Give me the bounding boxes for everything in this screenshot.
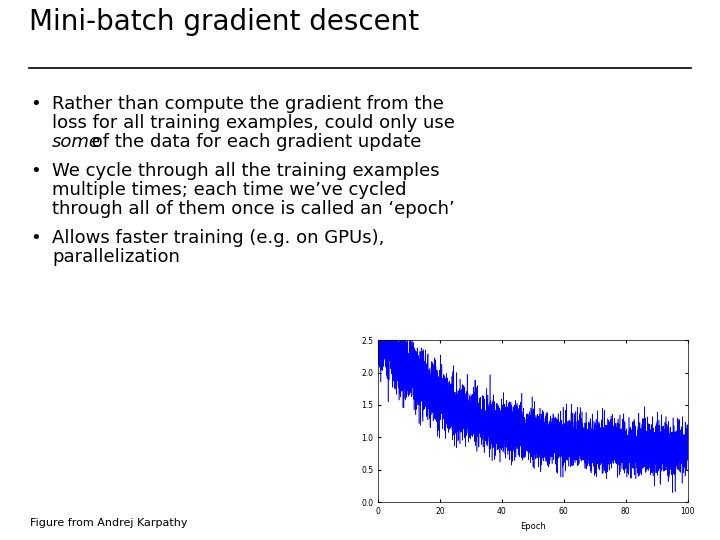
Text: •: •: [30, 95, 41, 113]
Text: of the data for each gradient update: of the data for each gradient update: [86, 133, 421, 151]
Text: multiple times; each time we’ve cycled: multiple times; each time we’ve cycled: [52, 181, 407, 199]
Text: parallelization: parallelization: [52, 248, 180, 266]
Text: Figure from Andrej Karpathy: Figure from Andrej Karpathy: [30, 518, 187, 528]
Text: We cycle through all the training examples: We cycle through all the training exampl…: [52, 162, 440, 180]
Text: through all of them once is called an ‘epoch’: through all of them once is called an ‘e…: [52, 200, 455, 218]
Text: •: •: [30, 162, 41, 180]
Text: Mini-batch gradient descent: Mini-batch gradient descent: [29, 8, 419, 36]
X-axis label: Epoch: Epoch: [520, 522, 546, 531]
Text: Rather than compute the gradient from the: Rather than compute the gradient from th…: [52, 95, 444, 113]
Text: loss for all training examples, could only use: loss for all training examples, could on…: [52, 114, 455, 132]
Text: some: some: [52, 133, 101, 151]
Text: •: •: [30, 229, 41, 247]
Text: Allows faster training (e.g. on GPUs),: Allows faster training (e.g. on GPUs),: [52, 229, 384, 247]
